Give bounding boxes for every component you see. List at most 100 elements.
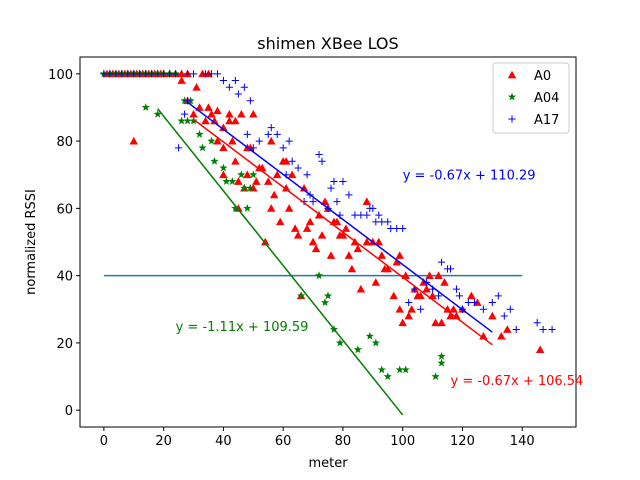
data-point <box>189 70 198 78</box>
data-point <box>129 136 138 145</box>
data-point <box>281 183 291 192</box>
data-point <box>240 83 248 91</box>
data-point <box>210 116 219 125</box>
legend-label-a0: A0 <box>534 69 551 84</box>
data-point <box>213 136 222 145</box>
data-point <box>452 311 461 320</box>
data-point <box>237 109 246 118</box>
data-point <box>437 318 446 327</box>
data-point <box>225 83 233 91</box>
data-point <box>431 372 440 381</box>
y-tick-label: 20 <box>56 337 73 352</box>
data-point <box>264 177 273 185</box>
data-point <box>365 331 374 340</box>
data-point <box>213 70 222 78</box>
data-point <box>422 284 431 293</box>
series-a0 <box>102 69 545 353</box>
data-point <box>177 69 186 78</box>
data-point <box>356 284 366 293</box>
data-point <box>407 305 416 313</box>
data-point <box>434 292 443 300</box>
data-point <box>153 109 162 118</box>
data-point <box>281 157 291 165</box>
data-point <box>383 264 392 273</box>
fit-line-a0 <box>193 118 493 346</box>
data-point <box>330 177 338 186</box>
data-point <box>270 190 279 199</box>
data-point <box>369 204 377 212</box>
data-point <box>249 109 258 118</box>
data-point <box>392 257 401 266</box>
data-point <box>375 211 383 219</box>
data-point <box>305 217 315 226</box>
data-point <box>243 130 251 138</box>
legend: A0 A04 A17 <box>492 62 570 134</box>
data-point <box>548 325 556 334</box>
y-tick-label: 100 <box>48 68 73 83</box>
data-point <box>500 312 508 320</box>
x-tick-label: 40 <box>215 434 232 449</box>
data-point <box>377 365 386 374</box>
data-point <box>362 237 372 246</box>
data-point <box>198 143 207 152</box>
data-point <box>467 291 476 300</box>
chart-title: shimen XBee LOS <box>257 34 398 53</box>
data-point <box>285 137 293 145</box>
data-point <box>335 338 345 347</box>
data-point <box>222 177 231 185</box>
data-point <box>437 258 446 266</box>
legend-label-a04: A04 <box>534 91 559 106</box>
data-point <box>243 204 252 212</box>
y-axis-label: normalized RSSI <box>24 189 39 295</box>
data-point <box>345 191 353 199</box>
data-point <box>309 198 317 206</box>
data-point <box>228 177 237 185</box>
data-point <box>434 271 443 279</box>
data-point <box>288 157 296 165</box>
data-point <box>512 325 520 334</box>
x-tick-label: 20 <box>155 434 172 449</box>
data-point <box>219 163 228 172</box>
data-point <box>293 231 303 239</box>
data-point <box>333 198 341 206</box>
data-point <box>189 116 198 125</box>
data-point <box>302 224 312 232</box>
data-point <box>384 218 392 226</box>
data-point <box>204 103 213 111</box>
data-point <box>299 183 309 192</box>
data-point <box>389 291 398 300</box>
data-point <box>431 318 440 327</box>
data-point <box>401 365 410 374</box>
data-point <box>252 177 261 185</box>
data-point <box>455 292 464 300</box>
data-point <box>231 157 240 165</box>
data-point <box>175 144 183 152</box>
data-point <box>219 143 228 152</box>
data-point <box>399 224 407 233</box>
data-point <box>446 265 455 273</box>
data-point <box>371 278 381 286</box>
data-point <box>452 285 461 293</box>
data-point <box>417 305 425 313</box>
data-point <box>449 305 458 313</box>
data-point <box>535 345 545 353</box>
data-point <box>290 224 300 232</box>
plot-frame <box>79 56 577 428</box>
data-point <box>479 305 487 313</box>
data-point <box>405 298 413 307</box>
fit-line-a04 <box>157 108 404 416</box>
data-point <box>231 204 240 212</box>
data-point <box>246 183 255 192</box>
data-point <box>323 291 333 300</box>
data-point <box>219 76 228 85</box>
data-point <box>267 124 275 132</box>
data-point <box>275 217 285 226</box>
data-point <box>249 144 257 152</box>
data-point <box>261 237 270 246</box>
data-point <box>308 237 318 246</box>
data-point <box>363 211 371 219</box>
data-point <box>195 130 204 138</box>
data-point <box>297 291 306 300</box>
data-point <box>353 244 363 253</box>
